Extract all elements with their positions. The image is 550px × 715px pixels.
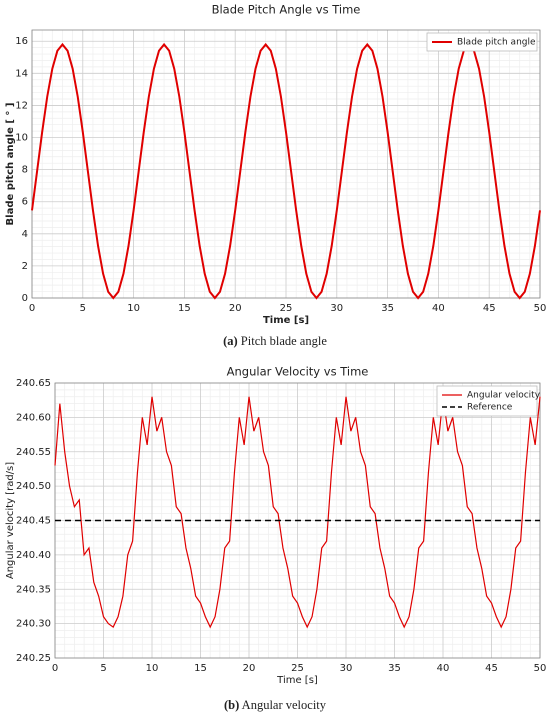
y-tick-label: 240.45 [16,516,51,527]
x-tick-label: 50 [534,303,547,314]
y-tick-label: 240.35 [16,584,51,595]
x-tick-label: 45 [483,303,496,314]
x-tick-label: 25 [291,663,304,674]
legend-label: Blade pitch angle [457,38,536,48]
plot-frame [31,29,541,299]
y-tick-label: 240.40 [16,550,51,561]
x-tick-label: 45 [485,663,498,674]
x-tick-label: 35 [381,303,394,314]
caption: (b) Angular velocity [224,698,327,712]
x-tick-label: 0 [52,663,58,674]
y-tick-label: 240.55 [16,447,51,458]
y-tick-label: 240.25 [16,653,51,664]
chart-title: Angular Velocity vs Time [227,365,369,379]
x-tick-label: 5 [80,303,86,314]
x-tick-label: 5 [100,663,106,674]
x-tick-label: 25 [280,303,293,314]
x-tick-label: 40 [432,303,445,314]
legend-label: Angular velocity [467,391,541,401]
x-axis-label: Time [s] [276,675,318,686]
legend-label: Reference [467,403,513,413]
y-tick-label: 14 [15,68,28,79]
x-tick-label: 30 [330,303,343,314]
x-tick-label: 10 [146,663,159,674]
y-tick-label: 16 [15,36,28,47]
caption-label: (a) [223,334,238,348]
y-tick-label: 6 [22,197,28,208]
y-tick-label: 12 [15,100,28,111]
x-tick-label: 30 [340,663,353,674]
data-line [31,42,541,300]
caption-text: Pitch blade angle [241,334,328,348]
data-line [54,396,541,629]
legend-box [426,32,538,52]
y-axis-label: Blade pitch angle [ ° ] [5,103,16,226]
x-tick-label: 15 [194,663,207,674]
y-tick-label: 240.60 [16,412,51,423]
chart-title: Blade Pitch Angle vs Time [212,3,361,17]
y-tick-label: 240.65 [16,378,51,389]
x-axis-label: Time [s] [263,315,309,326]
x-tick-label: 15 [178,303,191,314]
x-tick-label: 50 [534,663,547,674]
caption-label: (b) [224,698,239,712]
y-tick-label: 4 [22,229,28,240]
y-axis-label: Angular velocity [rad/s] [5,462,16,579]
y-tick-label: 2 [22,261,28,272]
x-tick-label: 20 [243,663,256,674]
x-tick-label: 0 [29,303,35,314]
caption-text: Angular velocity [242,698,327,712]
y-tick-label: 10 [15,133,28,144]
x-tick-label: 40 [437,663,450,674]
y-tick-label: 240.30 [16,619,51,630]
legend-box [436,385,538,417]
y-tick-label: 8 [22,165,28,176]
x-tick-label: 10 [127,303,140,314]
y-tick-label: 240.50 [16,481,51,492]
x-tick-label: 20 [229,303,242,314]
caption: (a) Pitch blade angle [223,334,327,348]
x-tick-label: 35 [388,663,401,674]
y-tick-label: 0 [22,293,28,304]
